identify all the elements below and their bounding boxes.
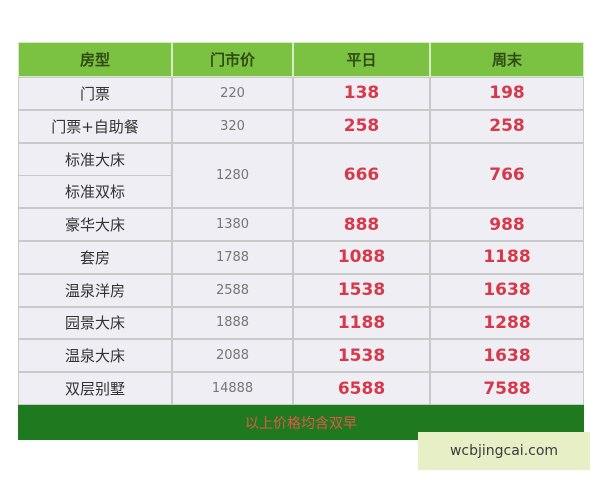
list-price: 220	[172, 77, 293, 110]
weekend-price: 766	[430, 142, 584, 209]
weekend-price: 1188	[430, 241, 584, 274]
list-price: 14888	[172, 372, 293, 405]
weekday-price: 1088	[293, 241, 430, 274]
list-price: 320	[172, 109, 293, 143]
header-cell: 平日	[293, 42, 430, 77]
room-name: 门票	[79, 84, 110, 103]
room-name: 标准大床	[64, 150, 125, 169]
room-cell: 双层别墅	[18, 372, 172, 405]
room-name: 豪华大床	[64, 216, 125, 235]
weekend-price: 988	[430, 208, 584, 241]
header-cell: 房型	[18, 42, 172, 77]
room-name: 标准双标	[19, 175, 171, 207]
weekend-price: 7588	[430, 372, 584, 405]
header-cell: 门市价	[172, 42, 293, 77]
weekday-price: 1188	[293, 306, 430, 340]
header-cell: 周末	[430, 42, 584, 77]
weekday-price: 888	[293, 208, 430, 241]
list-price: 1280	[172, 142, 293, 209]
list-price: 1788	[172, 241, 293, 274]
weekday-price: 258	[293, 109, 430, 143]
room-name: 温泉大床	[64, 347, 125, 366]
room-cell: 豪华大床	[18, 208, 172, 241]
weekend-price: 258	[430, 109, 584, 143]
room-cell: 园景大床	[18, 306, 172, 340]
room-cell: 门票+自助餐	[18, 109, 172, 143]
list-price: 2088	[172, 339, 293, 373]
room-name: 温泉洋房	[64, 281, 125, 300]
weekend-price: 1288	[430, 306, 584, 340]
room-cell: 门票	[18, 77, 172, 110]
room-cell: 温泉大床	[18, 339, 172, 373]
weekday-price: 1538	[293, 273, 430, 307]
weekday-price: 666	[293, 142, 430, 209]
list-price: 2588	[172, 273, 293, 307]
weekend-price: 1638	[430, 273, 584, 307]
weekday-price: 1538	[293, 339, 430, 373]
list-price: 1888	[172, 306, 293, 340]
room-cell: 温泉洋房	[18, 273, 172, 307]
room-name: 双层别墅	[64, 380, 125, 399]
room-cell: 套房	[18, 241, 172, 274]
room-name: 套房	[79, 248, 110, 267]
watermark: wcbjingcai.com	[418, 432, 590, 470]
room-cell: 标准大床 标准双标	[18, 142, 172, 209]
weekend-price: 1638	[430, 339, 584, 373]
list-price: 1380	[172, 208, 293, 241]
weekend-price: 198	[430, 77, 584, 110]
room-name: 门票+自助餐	[51, 117, 139, 136]
weekday-price: 6588	[293, 372, 430, 405]
room-name: 园景大床	[64, 314, 125, 333]
weekday-price: 138	[293, 77, 430, 110]
